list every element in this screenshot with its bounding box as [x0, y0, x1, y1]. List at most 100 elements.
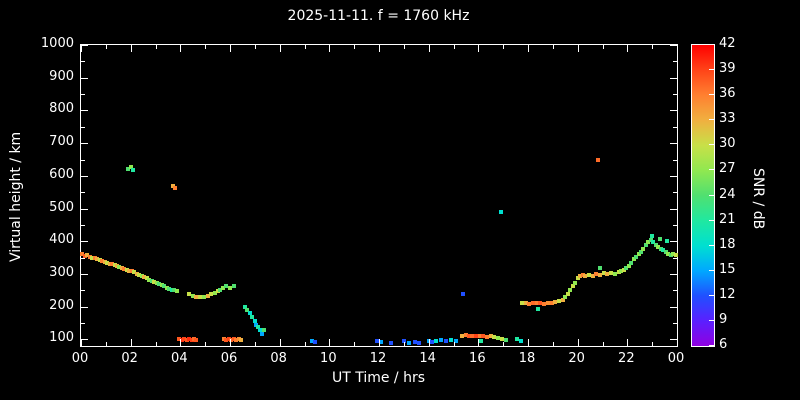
y-tick-mark: [81, 274, 88, 276]
data-point: [255, 325, 260, 330]
data-point: [530, 301, 535, 306]
data-point: [164, 285, 169, 290]
data-point: [545, 301, 550, 306]
data-point: [228, 286, 232, 291]
data-point: [416, 340, 421, 345]
x-tick-label: 00: [71, 351, 89, 366]
data-point: [80, 252, 85, 257]
colorbar-tick-label: 12: [719, 286, 736, 302]
x-tick-mark: [329, 45, 331, 52]
data-point: [439, 338, 444, 343]
data-point: [137, 273, 142, 277]
data-point: [401, 339, 406, 344]
data-point: [413, 339, 417, 344]
data-point: [663, 250, 668, 255]
x-tick-label: 00: [667, 351, 685, 366]
data-point: [671, 251, 676, 256]
x-tick-mark: [528, 45, 529, 52]
y-tick-mark: [81, 241, 88, 243]
y-tick-mark: [81, 208, 88, 210]
data-point: [90, 255, 95, 260]
data-point: [573, 281, 578, 286]
y-minor-tick: [81, 290, 85, 292]
data-point: [461, 291, 466, 296]
data-point: [172, 288, 177, 293]
data-point: [172, 186, 177, 191]
colorbar-tick-label: 9: [719, 311, 728, 327]
y-tick-mark: [670, 45, 677, 46]
y-minor-tick: [81, 192, 85, 194]
x-minor-tick: [254, 45, 256, 49]
data-point: [668, 253, 673, 258]
plot-area: [80, 44, 678, 347]
data-point: [656, 244, 661, 249]
data-point: [122, 267, 127, 272]
data-point: [102, 259, 107, 264]
data-point: [187, 292, 192, 297]
x-minor-tick: [403, 45, 405, 49]
data-point: [590, 273, 595, 278]
colorbar-tick-mark: [709, 44, 714, 45]
colorbar-tick-label: 27: [719, 161, 736, 177]
data-point: [463, 332, 468, 337]
x-tick-mark: [130, 45, 132, 52]
data-point: [247, 311, 252, 316]
data-point: [492, 335, 497, 340]
x-tick-label: 06: [220, 351, 238, 366]
x-minor-tick: [304, 45, 306, 49]
data-point: [309, 339, 314, 344]
data-point: [518, 338, 523, 343]
y-minor-tick: [81, 257, 85, 259]
x-tick-mark: [478, 45, 480, 52]
y-minor-tick: [81, 159, 85, 161]
data-point: [553, 300, 558, 305]
data-point: [191, 337, 196, 342]
data-point: [643, 243, 648, 248]
colorbar-label: SNR / dB: [750, 168, 766, 230]
y-minor-tick: [673, 290, 677, 292]
colorbar-tick-mark: [709, 144, 714, 146]
data-point: [523, 301, 528, 306]
colorbar-tick-label: 6: [719, 337, 728, 352]
data-point: [653, 242, 658, 247]
y-tick-label: 200: [49, 297, 74, 313]
data-point: [466, 334, 471, 339]
y-minor-tick: [673, 61, 677, 63]
y-minor-tick: [673, 159, 677, 161]
x-minor-tick: [552, 342, 554, 346]
data-point: [661, 248, 666, 253]
data-point: [665, 239, 670, 244]
y-minor-tick: [673, 94, 677, 96]
y-tick-mark: [81, 45, 88, 46]
y-axis-label: Virtual height / km: [8, 131, 24, 262]
data-point: [470, 333, 475, 338]
colorbar-tick-label: 39: [719, 61, 736, 77]
colorbar-tick-mark: [709, 319, 714, 321]
data-point: [115, 263, 119, 268]
data-point: [568, 287, 573, 292]
data-point: [641, 246, 646, 251]
data-point: [257, 328, 262, 333]
y-minor-tick: [673, 323, 677, 325]
data-point: [605, 272, 610, 277]
data-point: [621, 268, 626, 273]
data-point: [389, 340, 394, 345]
colorbar-tick-mark: [709, 244, 714, 246]
y-minor-tick: [81, 94, 85, 96]
data-point: [673, 253, 678, 258]
x-tick-mark: [428, 45, 430, 52]
data-point: [215, 289, 220, 294]
data-point: [209, 292, 214, 297]
data-point: [229, 338, 234, 343]
x-tick-mark: [230, 45, 231, 52]
data-point: [646, 239, 651, 244]
colorbar-tick-label: 18: [719, 236, 736, 252]
colorbar-tick-mark: [709, 94, 714, 96]
data-point: [583, 273, 588, 278]
data-point: [132, 270, 137, 275]
data-point: [658, 246, 663, 251]
x-tick-label: 18: [518, 351, 536, 366]
colorbar-tick-mark: [709, 345, 714, 346]
data-point: [100, 258, 105, 263]
data-point: [444, 339, 449, 344]
